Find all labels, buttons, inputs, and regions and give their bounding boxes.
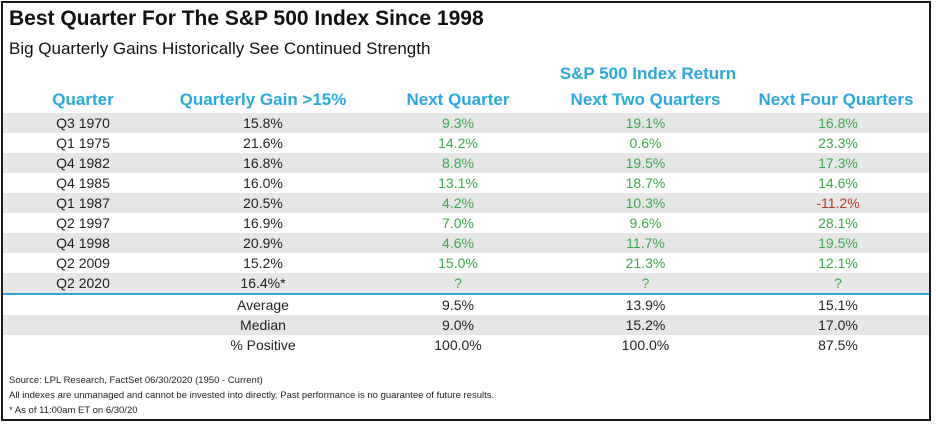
next-quarter-cell: 15.0% (438, 255, 478, 271)
next-two-quarters-cell: 18.7% (625, 175, 666, 191)
quarter-cell: Q4 1998 (56, 235, 110, 251)
gain-cell: 20.5% (243, 195, 283, 211)
group-header: S&P 500 Index Return (559, 64, 737, 83)
next-four-quarters-cell: 14.6% (818, 175, 858, 191)
table-row: Q2 2009 15.2% 15.0% 21.3% 12.1% (3, 253, 929, 273)
next-four-quarters-cell: 12.1% (818, 255, 858, 271)
next-quarter-cell: 13.1% (438, 175, 478, 191)
next-quarter-cell: 7.0% (442, 215, 474, 231)
summary-next-four-quarters: 17.0% (818, 317, 858, 333)
next-four-quarters-cell: ? (834, 275, 842, 291)
next-two-quarters-cell: 10.3% (625, 195, 666, 211)
summary-next-quarter: 9.5% (442, 297, 474, 313)
quarter-cell: Q2 2020 (56, 275, 110, 291)
footnote-asterisk: * As of 11:00am ET on 6/30/20 (9, 405, 138, 416)
next-two-quarters-cell: 19.5% (625, 155, 666, 171)
gain-cell: 16.4%* (240, 275, 286, 291)
summary-next-two-quarters: 100.0% (621, 337, 670, 353)
summary-next-two-quarters: 13.9% (625, 297, 666, 313)
summary-row: Average 9.5% 13.9% 15.1% (3, 295, 929, 315)
summary-row: % Positive 100.0% 100.0% 87.5% (3, 335, 929, 355)
table-row: Q3 1970 15.8% 9.3% 19.1% 16.8% (3, 113, 929, 133)
next-four-quarters-cell: 19.5% (818, 235, 858, 251)
footnote-source: Source: LPL Research, FactSet 06/30/2020… (9, 375, 263, 386)
next-four-quarters-cell: 28.1% (818, 215, 858, 231)
next-two-quarters-cell: 9.6% (629, 215, 662, 231)
gain-cell: 21.6% (243, 135, 283, 151)
gain-cell: 16.0% (243, 175, 283, 191)
summary-next-four-quarters: 87.5% (818, 337, 858, 353)
col-header-next-two: Next Two Quarters (570, 90, 721, 109)
table-row: Q2 1997 16.9% 7.0% 9.6% 28.1% (3, 213, 929, 233)
summary-next-quarter: 100.0% (434, 337, 482, 353)
quarter-cell: Q4 1985 (56, 175, 110, 191)
gain-cell: 15.2% (243, 255, 283, 271)
table-row: Q4 1998 20.9% 4.6% 11.7% 19.5% (3, 233, 929, 253)
gain-cell: 16.8% (243, 155, 283, 171)
summary-next-four-quarters: 15.1% (818, 297, 858, 313)
quarter-cell: Q2 1997 (56, 215, 110, 231)
summary-label: Median (240, 317, 286, 333)
table-row: Q1 1987 20.5% 4.2% 10.3% -11.2% (3, 193, 929, 213)
next-two-quarters-cell: 11.7% (626, 235, 665, 251)
next-four-quarters-cell: 23.3% (818, 135, 858, 151)
next-two-quarters-cell: ? (641, 275, 650, 291)
next-quarter-cell: ? (454, 275, 462, 291)
gain-cell: 15.8% (243, 115, 283, 131)
table-row: Q2 2020 16.4%*??? (3, 273, 929, 293)
table-divider (3, 293, 929, 295)
next-quarter-cell: 4.6% (442, 235, 474, 251)
table-card: Best Quarter For The S&P 500 Index Since… (1, 1, 931, 421)
next-quarter-cell: 14.2% (438, 135, 478, 151)
summary-label: % Positive (230, 337, 296, 353)
col-header-next-four: Next Four Quarters (758, 90, 914, 109)
quarter-cell: Q3 1970 (56, 115, 110, 131)
quarter-cell: Q1 1975 (56, 135, 110, 151)
next-four-quarters-cell: 16.8% (818, 115, 858, 131)
next-two-quarters-cell: 19.1% (625, 115, 666, 131)
quarter-cell: Q1 1987 (56, 195, 110, 211)
col-header-next-quarter: Next Quarter (406, 90, 510, 109)
summary-next-two-quarters: 15.2% (625, 317, 666, 333)
page-subtitle: Big Quarterly Gains Historically See Con… (9, 39, 431, 58)
col-header-quarter: Quarter (52, 90, 114, 109)
quarter-cell: Q2 2009 (56, 255, 110, 271)
summary-row: Median 9.0% 15.2% 17.0% (3, 315, 929, 335)
summary-label: Average (237, 297, 289, 313)
gain-cell: 20.9% (243, 235, 283, 251)
col-header-gain: Quarterly Gain >15% (179, 90, 347, 109)
next-quarter-cell: 8.8% (442, 155, 474, 171)
table-row: Q4 1985 16.0% 13.1% 18.7% 14.6% (3, 173, 929, 193)
footnote-disclaimer: All indexes are unmanaged and cannot be … (9, 390, 495, 401)
page-title: Best Quarter For The S&P 500 Index Since… (9, 7, 484, 30)
next-quarter-cell: 9.3% (442, 115, 474, 131)
next-four-quarters-cell: -11.2% (816, 195, 860, 211)
next-two-quarters-cell: 0.6% (629, 135, 662, 151)
next-four-quarters-cell: 17.3% (818, 155, 858, 171)
table-row: Q1 1975 21.6% 14.2% 0.6% 23.3% (3, 133, 929, 153)
summary-next-quarter: 9.0% (442, 317, 474, 333)
gain-cell: 16.9% (243, 215, 283, 231)
quarter-cell: Q4 1982 (56, 155, 110, 171)
next-two-quarters-cell: 21.3% (625, 255, 666, 271)
next-quarter-cell: 4.2% (442, 195, 474, 211)
table-row: Q4 1982 16.8% 8.8% 19.5% 17.3% (3, 153, 929, 173)
